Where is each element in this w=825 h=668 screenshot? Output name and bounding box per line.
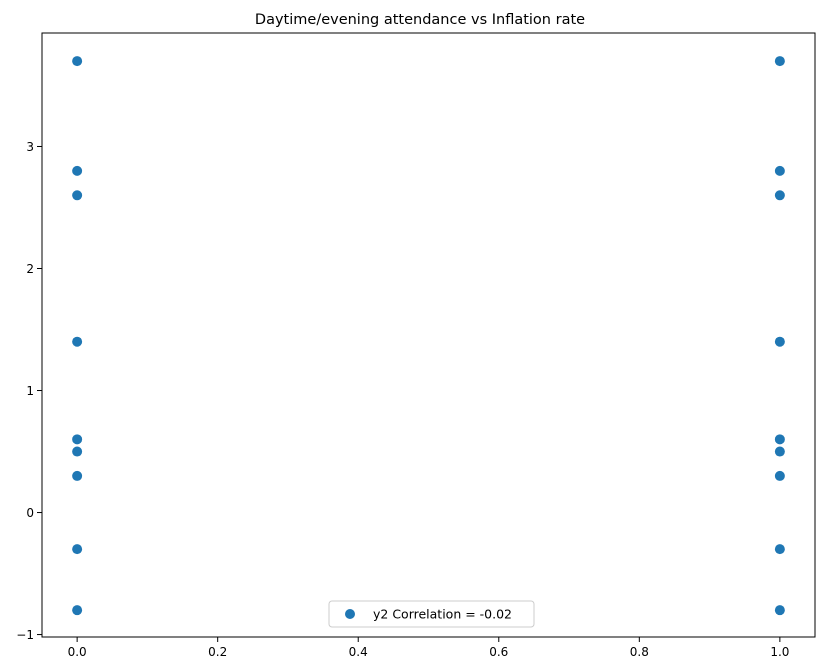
legend-label: y2 Correlation = -0.02 xyxy=(373,607,512,622)
plot-frame xyxy=(41,32,816,638)
data-point xyxy=(72,190,83,201)
y-tick-label: 0 xyxy=(26,506,34,520)
y-tick-label: 1 xyxy=(26,384,34,398)
data-point xyxy=(774,190,785,201)
data-point xyxy=(72,605,83,616)
data-point xyxy=(72,165,83,176)
data-point xyxy=(72,56,83,67)
data-point xyxy=(774,544,785,555)
legend-marker xyxy=(345,609,355,619)
data-point xyxy=(72,470,83,481)
x-tick-label: 0.6 xyxy=(489,645,508,659)
x-axis: 0.0 0.2 0.4 0.6 0.8 1.0 xyxy=(68,637,789,659)
y-tick-label: 3 xyxy=(26,140,34,154)
x-tick-label: 0.0 xyxy=(68,645,87,659)
x-tick-label: 0.8 xyxy=(630,645,649,659)
data-point xyxy=(72,434,83,445)
data-point xyxy=(774,434,785,445)
data-point xyxy=(774,165,785,176)
data-point xyxy=(774,470,785,481)
chart-title: Daytime/evening attendance vs Inflation … xyxy=(255,12,585,28)
data-point xyxy=(774,446,785,457)
points-layer xyxy=(72,56,785,616)
data-point xyxy=(774,605,785,616)
x-tick-label: 1.0 xyxy=(770,645,789,659)
y-axis: −1 0 1 2 3 xyxy=(16,140,42,642)
y-tick-label: −1 xyxy=(16,628,34,642)
data-point xyxy=(774,56,785,67)
data-point xyxy=(774,336,785,347)
x-tick-label: 0.2 xyxy=(208,645,227,659)
data-point xyxy=(72,446,83,457)
y-tick-label: 2 xyxy=(26,262,34,276)
data-point xyxy=(72,544,83,555)
x-tick-label: 0.4 xyxy=(349,645,368,659)
legend: y2 Correlation = -0.02 xyxy=(328,600,535,628)
legend-box xyxy=(328,600,535,628)
data-point xyxy=(72,336,83,347)
